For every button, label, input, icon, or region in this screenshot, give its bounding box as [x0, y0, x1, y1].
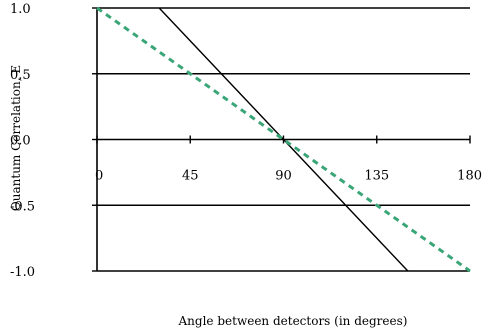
series-line-1 [158, 7, 409, 272]
y-axis-title: Quantum Correlation, E [9, 65, 23, 211]
x-tick-label: 135 [364, 169, 389, 184]
y-tick-label: -0.5 [10, 199, 35, 214]
x-tick-label: 0 [95, 169, 103, 184]
series-layer [96, 6, 471, 273]
x-tick-label: 90 [275, 169, 292, 184]
y-tick-label: 1.0 [10, 2, 31, 17]
y-tick-label: 0.0 [10, 134, 31, 149]
x-tick-label: 180 [457, 169, 482, 184]
tick-labels: 1.0 0.5 0.0 -0.5 -1.0 0 45 90 135 180 [10, 2, 482, 280]
x-tick-label: 45 [182, 169, 199, 184]
y-tick-label: -1.0 [10, 265, 35, 280]
y-tick-label: 0.5 [10, 68, 31, 83]
x-axis-title: Angle between detectors (in degrees) [178, 314, 408, 328]
